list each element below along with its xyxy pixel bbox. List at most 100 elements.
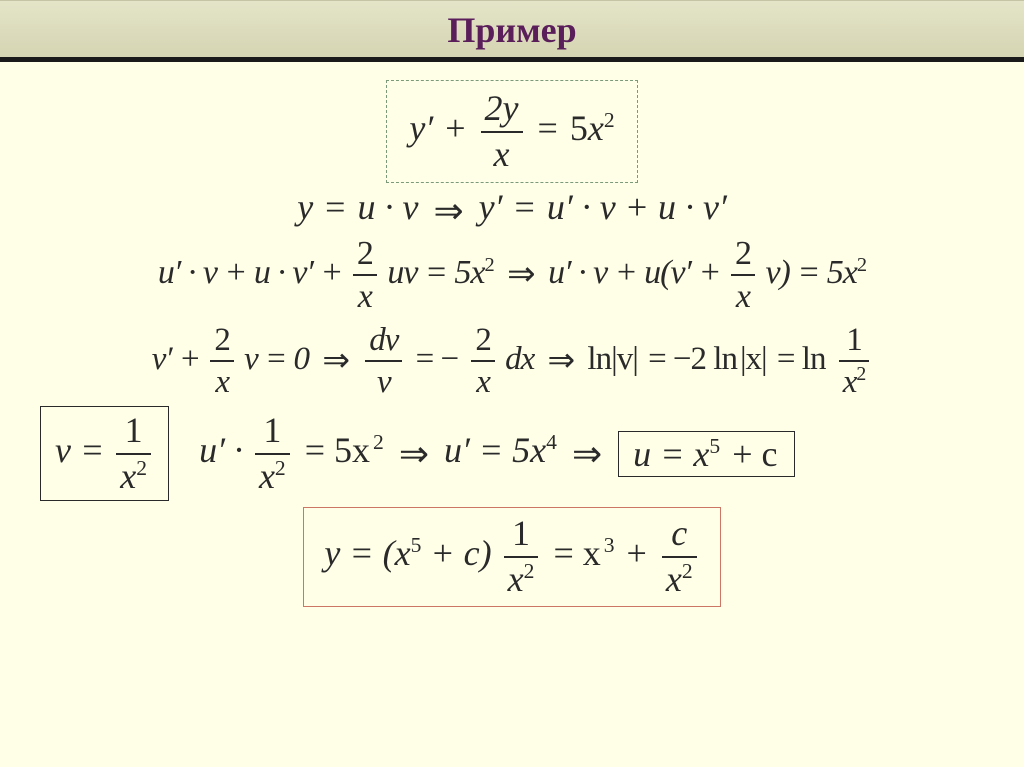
d: x [353,276,377,315]
e: 5 [709,434,720,458]
t: u′ · v + u(v′ + [548,254,720,291]
result-box-u: u = x5 + c [618,431,795,477]
e: 2 [484,254,493,276]
n: 2 [210,322,234,362]
slide-content: y′ + 2y x = 5x2 y = u · v ⇒ y′ = [0,62,1024,607]
t: u′ · v + u · v′ + [158,254,342,291]
t: v = [55,430,104,470]
e: 2 [857,254,866,276]
equation-row-5: v = 1 x2 u′ · 1 x2 = 5x2 ⇒ u′ = 5x4 ⇒ [20,406,1004,501]
slide-title: Пример [0,9,1024,51]
eq5box2: u = x5 + c [633,436,780,472]
abs: |v| [611,341,638,377]
n: 2 [353,235,377,276]
eq5: u′ · 1 x2 = 5x2 ⇒ u′ = 5x4 ⇒ [199,411,608,496]
frac: 1 x2 [501,514,542,599]
t: v) = 5x [765,254,856,291]
t: = 5x [302,430,373,470]
t: y′ [479,187,503,227]
t: = [512,187,538,227]
t: + c) [430,533,491,573]
t: u′ · v + u · v′ [547,187,727,227]
equation-row-3: u′ · v + u · v′ + 2 x uv = 5x2 ⇒ u′ · v … [20,235,1004,316]
equation-row-2: y = u · v ⇒ y′ = u′ · v + u · v′ [20,189,1004,229]
d: v [365,362,402,400]
v: x [120,456,136,496]
t: u · v [357,187,418,227]
e: 3 [604,533,615,557]
eq5box: v = 1 x2 [55,411,154,496]
d: x2 [662,558,697,600]
n: 2 [731,235,755,276]
t: y = (x [324,533,410,573]
n: c [662,514,697,558]
arrow-icon: ⇒ [501,258,541,292]
t: = − [413,341,461,377]
eq2: y = u · v ⇒ y′ = u′ · v + u · v′ [297,189,727,229]
d: x [471,362,495,400]
e: 4 [546,430,557,454]
t: u′ · [199,430,243,470]
n: 1 [839,322,870,362]
eq3: u′ · v + u · v′ + 2 x uv = 5x2 ⇒ u′ · v … [158,235,866,316]
n: 2 [471,322,495,362]
var: x [588,108,604,148]
arrow-icon: ⇒ [566,436,608,472]
frac: 2 x [728,235,758,316]
arrow-icon: ⇒ [542,345,581,378]
e: 2 [856,363,865,385]
slide: Пример y′ + 2y x = 5x2 y [0,0,1024,767]
e: 2 [136,456,147,480]
equation-row-4: v′ + 2 x v = 0 ⇒ dv v = − 2 x dx ⇒ ln| [20,322,1004,401]
problem-box: y′ + 2y x = 5x2 [386,80,637,183]
eq4: v′ + 2 x v = 0 ⇒ dv v = − 2 x dx ⇒ ln| [152,322,873,401]
frac: dv v [362,322,405,401]
result-box-v: v = 1 x2 [40,406,169,501]
v: x [508,559,524,599]
n: 1 [504,514,539,558]
title-banner: Пример [0,0,1024,57]
answer-box: y = (x5 + c) 1 x2 = x3 + c x2 [303,507,720,606]
d: x2 [116,455,151,497]
arrow-icon: ⇒ [427,193,469,229]
t: = x [550,533,603,573]
frac: 2 x [350,235,380,316]
frac: 2 x [207,322,237,401]
frac: 1 x2 [252,411,293,496]
frac: c x2 [659,514,700,599]
e: 2 [275,456,286,480]
frac: 1 x2 [836,322,873,401]
abs: |x| [740,341,767,377]
frac-num: 2y [481,89,523,133]
e: 2 [524,559,535,583]
equation-row-1: y′ + 2y x = 5x2 [20,80,1004,183]
t: v = 0 [244,341,309,377]
equation-row-6: y = (x5 + c) 1 x2 = x3 + c x2 [20,507,1004,606]
eq6: y = (x5 + c) 1 x2 = x3 + c x2 [324,514,699,599]
t: u′ = 5x [444,430,546,470]
arrow-icon: ⇒ [316,345,355,378]
eq1-lhs: y′ [409,108,433,148]
t: + [624,533,650,573]
d: x [731,276,755,315]
eq1-frac: 2y x [478,89,526,174]
e: 2 [373,430,384,454]
d: x2 [504,558,539,600]
t: = ln [774,341,829,377]
t: = −2 ln [645,341,740,377]
exp: 2 [604,108,615,132]
t: ln [587,341,611,377]
equals-sign: = [535,108,561,148]
t: dx [505,341,534,377]
plus-sign: + [442,108,468,148]
t: = [322,187,348,227]
d: x [210,362,234,400]
eq1: y′ + 2y x = 5x2 [409,89,614,174]
coef: 5 [570,108,588,148]
t: uv = 5x [387,254,484,291]
arrow-icon: ⇒ [393,436,435,472]
t: u = x [633,434,709,474]
frac-den: x [481,133,523,175]
frac: 2 x [468,322,498,401]
num-text: 2y [485,88,519,128]
